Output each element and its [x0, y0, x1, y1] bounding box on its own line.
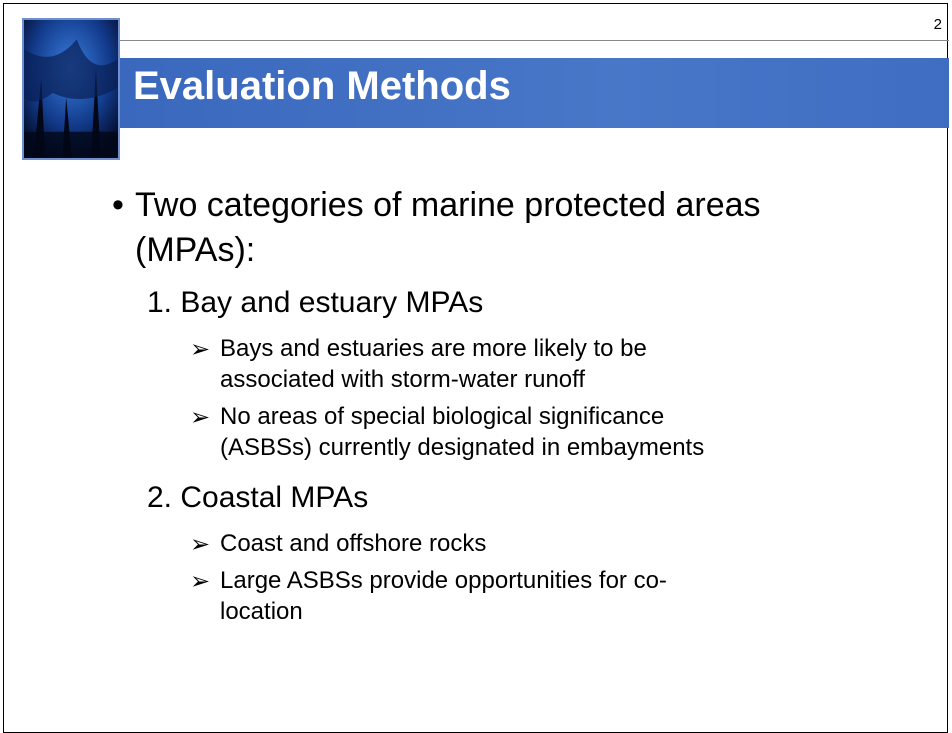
header-image	[22, 18, 120, 160]
bullet-dot: •	[112, 186, 124, 224]
bullet-text: (MPAs):	[135, 231, 256, 269]
sub-bullet-text: associated with storm-water runoff	[220, 366, 586, 393]
sub-bullet-text: No areas of special biological significa…	[220, 403, 665, 430]
title-bar	[118, 58, 949, 128]
sub-bullet-text: Large ASBSs provide opportunities for co…	[220, 567, 667, 594]
sub-bullet-text: (ASBSs) currently designated in embaymen…	[220, 434, 705, 461]
header-rule	[120, 40, 949, 41]
numbered-item: 2. Coastal MPAs	[147, 481, 369, 514]
sub-bullet-text: Bays and estuaries are more likely to be	[220, 335, 647, 362]
sub-bullet-arrow: ➢	[190, 336, 211, 363]
slide-title: Evaluation Methods	[133, 64, 511, 108]
bullet-text: Two categories of marine protected areas	[135, 186, 761, 224]
sub-bullet-text: location	[220, 598, 303, 625]
numbered-item: 1. Bay and estuary MPAs	[147, 286, 484, 319]
sub-bullet-arrow: ➢	[190, 404, 211, 431]
sub-bullet-text: Coast and offshore rocks	[220, 530, 487, 557]
sub-bullet-arrow: ➢	[190, 568, 211, 595]
page-number: 2	[933, 16, 942, 33]
sub-bullet-arrow: ➢	[190, 531, 211, 558]
